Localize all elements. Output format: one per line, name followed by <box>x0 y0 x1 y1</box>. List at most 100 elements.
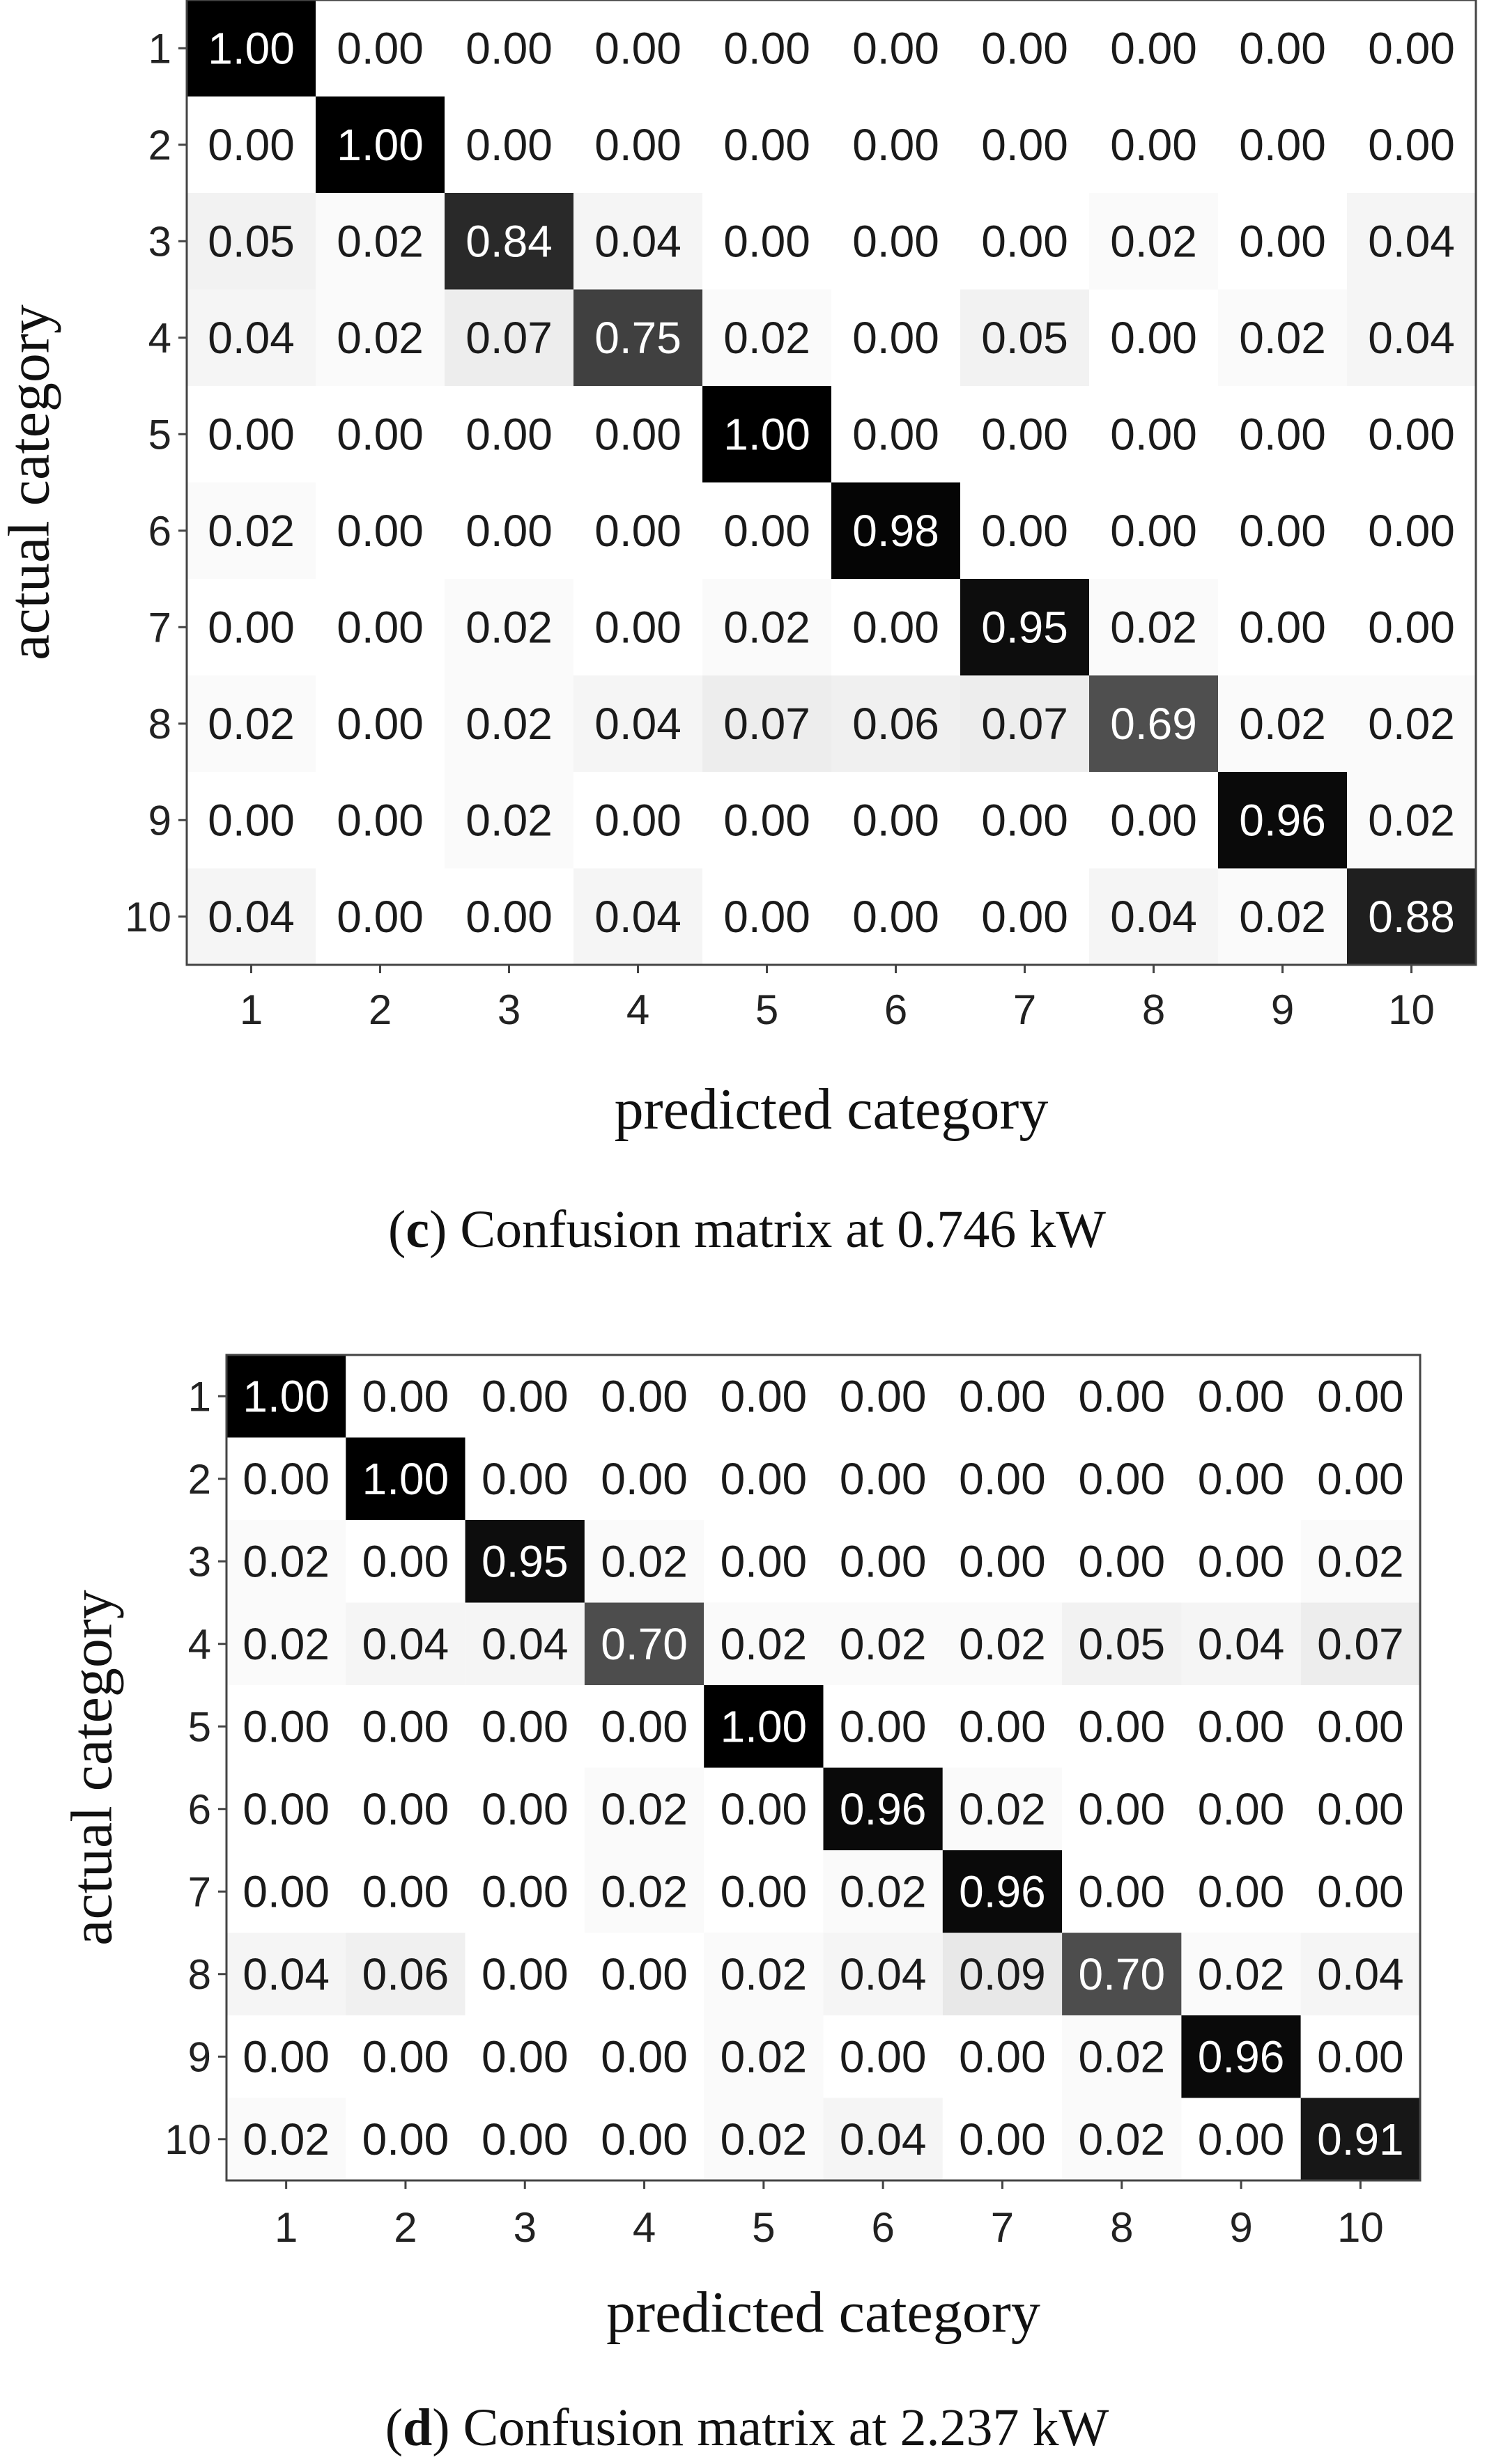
cell-value-label: 0.00 <box>1317 1371 1404 1421</box>
matrix-cell <box>584 1437 704 1520</box>
x-tick-label: 7 <box>1013 986 1036 1033</box>
y-tick-label: 10 <box>125 894 171 940</box>
matrix-cell <box>942 1685 1063 1768</box>
matrix-cell <box>1089 193 1218 290</box>
matrix-cell <box>1300 1685 1420 1768</box>
matrix-cell <box>702 386 831 483</box>
cell-value-label: 0.00 <box>362 1701 449 1751</box>
x-tick-label: 6 <box>884 986 907 1033</box>
matrix-cell <box>1181 2015 1301 2098</box>
matrix-cell <box>1089 772 1218 869</box>
cell-value-label: 0.00 <box>1198 1536 1285 1586</box>
matrix-cell <box>942 1520 1063 1603</box>
matrix-cell <box>465 1355 585 1438</box>
cell-value-label: 0.00 <box>362 2031 449 2082</box>
matrix-cell <box>187 675 316 772</box>
matrix-cell <box>1181 1850 1301 1933</box>
matrix-cell <box>465 1520 585 1603</box>
matrix-cell <box>226 1685 346 1768</box>
cell-value-label: 0.00 <box>1198 1371 1285 1421</box>
cell-value-label: 0.00 <box>1239 216 1326 266</box>
cell-value-label: 0.00 <box>1368 120 1455 170</box>
y-tick-label: 10 <box>164 2116 211 2163</box>
matrix-cell <box>702 868 831 965</box>
cell-value-label: 0.02 <box>721 1619 808 1669</box>
matrix-cell <box>823 1437 943 1520</box>
cell-value-label: 0.02 <box>208 699 295 749</box>
matrix-cell <box>823 1850 943 1933</box>
cell-value-label: 0.04 <box>594 699 681 749</box>
matrix-cell <box>226 1520 346 1603</box>
matrix-cell <box>187 772 316 869</box>
matrix-cell <box>1062 1767 1182 1850</box>
matrix-cell <box>316 482 445 579</box>
matrix-frame <box>225 1354 1422 2182</box>
matrix-cell <box>445 772 573 869</box>
matrix-cell <box>187 289 316 386</box>
matrix-cell <box>1089 0 1218 97</box>
matrix-cell <box>1218 289 1347 386</box>
matrix-cell <box>573 868 702 965</box>
matrix-cell <box>1300 1850 1420 1933</box>
cell-value-label: 0.00 <box>337 602 424 652</box>
cell-value-label: 0.00 <box>242 1701 330 1751</box>
cell-value-label: 0.00 <box>465 506 553 556</box>
cell-value-label: 0.00 <box>852 892 939 942</box>
matrix-cell <box>187 96 316 193</box>
x-axis-label: predicted category <box>606 2280 1040 2345</box>
matrix-cell <box>226 2015 346 2098</box>
cell-value-label: 0.00 <box>1317 1866 1404 1916</box>
cell-value-label: 0.00 <box>362 1371 449 1421</box>
matrix-cell <box>1218 675 1347 772</box>
x-tick-label: 9 <box>1229 2204 1252 2251</box>
matrix-cell <box>465 1850 585 1933</box>
x-tick-label: 2 <box>369 986 392 1033</box>
cell-value-label: 0.06 <box>362 1949 449 1999</box>
matrix-cell <box>942 1437 1063 1520</box>
matrix-cell <box>1062 1932 1182 2015</box>
cell-value-label: 0.00 <box>601 1701 688 1751</box>
matrix-cell <box>1062 1355 1182 1438</box>
matrix-cell <box>346 1932 465 2015</box>
cell-value-label: 0.00 <box>1239 23 1326 73</box>
matrix-cell <box>573 0 702 97</box>
cell-value-label: 1.00 <box>242 1371 330 1421</box>
matrix-cell <box>465 2015 585 2098</box>
matrix-cell <box>316 193 445 290</box>
cell-value-label: 1.00 <box>721 1701 808 1751</box>
cell-value-label: 0.00 <box>959 1701 1046 1751</box>
cell-value-label: 0.00 <box>1078 1784 1165 1834</box>
x-tick-label: 8 <box>1110 2204 1133 2251</box>
cell-value-label: 0.98 <box>852 506 939 556</box>
cell-value-label: 0.00 <box>482 2114 569 2164</box>
matrix-cell <box>702 772 831 869</box>
cell-value-label: 0.04 <box>482 1619 569 1669</box>
matrix-cell <box>823 1602 943 1685</box>
cell-value-label: 0.00 <box>337 506 424 556</box>
cell-value-label: 0.02 <box>1368 795 1455 845</box>
matrix-cell <box>942 1355 1063 1438</box>
matrix-cell <box>1089 289 1218 386</box>
cell-value-label: 0.00 <box>1078 1866 1165 1916</box>
matrix-cell <box>1218 579 1347 676</box>
matrix-cell <box>316 289 445 386</box>
matrix-cell <box>1062 2015 1182 2098</box>
matrix-cell <box>704 1520 824 1603</box>
cell-value-label: 0.00 <box>721 1454 808 1504</box>
cell-value-label: 0.00 <box>1198 1701 1285 1751</box>
cell-value-label: 0.00 <box>1317 2031 1404 2082</box>
matrix-cell <box>823 1685 943 1768</box>
matrix-cell <box>823 1932 943 2015</box>
matrix-cell <box>465 1602 585 1685</box>
matrix-cell <box>445 579 573 676</box>
cell-value-label: 0.00 <box>594 23 681 73</box>
cell-value-label: 0.75 <box>594 313 681 363</box>
matrix-cell <box>187 868 316 965</box>
cell-value-label: 1.00 <box>208 23 295 73</box>
matrix-cell <box>1089 675 1218 772</box>
y-tick-label: 6 <box>148 508 171 555</box>
cell-value-label: 0.02 <box>601 1866 688 1916</box>
confusion-matrix-panel-d: 1.00 0.00 0.00 0.00 0.00 0.00 0.00 0.00 0.00 0.00… <box>59 1354 1422 2457</box>
matrix-cell <box>960 772 1089 869</box>
matrix-cell <box>1089 96 1218 193</box>
